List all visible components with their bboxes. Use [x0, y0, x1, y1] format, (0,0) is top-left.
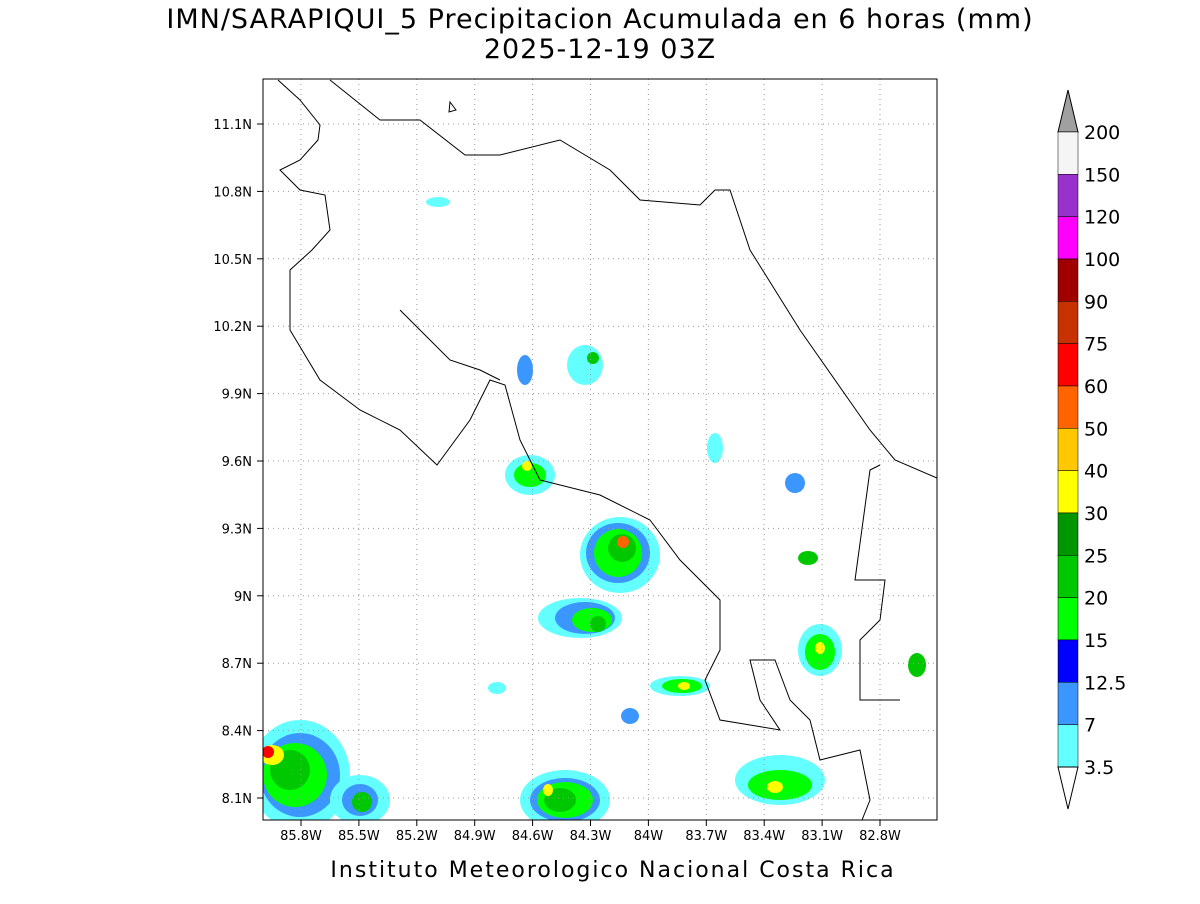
rain-cell — [330, 775, 390, 820]
rain-cell — [621, 708, 639, 724]
rain-cell — [488, 682, 506, 694]
colorbar-label: 30 — [1084, 503, 1108, 525]
colorbar-label: 20 — [1084, 588, 1108, 610]
colorbar-box — [1057, 428, 1079, 471]
colorbar-label: 15 — [1084, 630, 1108, 652]
colorbar-box — [1057, 343, 1079, 387]
rain-cell — [580, 517, 660, 593]
rain-cell — [735, 755, 825, 805]
lat-label: 10.2N — [213, 320, 252, 335]
coastline — [277, 79, 937, 820]
colorbar-box — [1057, 555, 1079, 598]
lat-label: 11.1N — [213, 118, 252, 133]
lon-label: 83.4W — [743, 829, 785, 844]
colorbar-label: 200 — [1084, 122, 1120, 144]
colorbar-label: 7 — [1084, 715, 1096, 737]
colorbar-box — [1057, 216, 1079, 260]
colorbar-box — [1057, 470, 1079, 514]
lat-label: 9N — [234, 590, 252, 605]
lon-label: 82.8W — [859, 829, 901, 844]
lat-label: 9.6N — [222, 455, 252, 470]
lat-label: 9.3N — [222, 522, 252, 537]
colorbar-box — [1057, 682, 1079, 725]
lon-label: 84W — [634, 829, 664, 844]
rain-cell — [798, 551, 818, 565]
lat-label: 8.7N — [222, 657, 252, 672]
rain-cell — [426, 197, 450, 207]
colorbar-label: 150 — [1084, 164, 1120, 186]
rain-cell — [263, 720, 350, 820]
rain-cell — [650, 676, 710, 696]
colorbar-box — [1057, 258, 1079, 302]
colorbar-label: 50 — [1084, 418, 1108, 440]
colorbar-box — [1057, 597, 1079, 641]
colorbar-label: 60 — [1084, 376, 1108, 398]
rain-cell — [707, 433, 723, 463]
lat-label: 10.5N — [213, 253, 252, 268]
colorbar-box — [1057, 512, 1079, 556]
precip-field — [263, 197, 926, 820]
lon-label: 85.8W — [280, 829, 322, 844]
lat-label: 8.4N — [222, 725, 252, 740]
colorbar-box — [1057, 724, 1079, 768]
colorbar-label: 25 — [1084, 545, 1108, 567]
colorbar-box — [1057, 174, 1079, 217]
colorbar-label: 90 — [1084, 291, 1108, 313]
rain-cell — [567, 345, 603, 385]
lon-label: 83.7W — [685, 829, 727, 844]
rain-cell — [908, 653, 926, 677]
colorbar-box — [1057, 131, 1079, 175]
lon-label: 85.2W — [396, 829, 438, 844]
rain-cell — [538, 598, 622, 638]
title: IMN/SARAPIQUI_5 Precipitacion Acumulada … — [166, 4, 1033, 35]
colorbar-label: 12.5 — [1084, 672, 1126, 694]
colorbar-box — [1057, 385, 1079, 429]
colorbar-under — [1057, 766, 1079, 810]
colorbar-label: 3.5 — [1084, 757, 1114, 779]
lat-label: 9.9N — [222, 388, 252, 403]
colorbar-box — [1057, 639, 1079, 683]
colorbar-over — [1057, 89, 1079, 133]
map-frame — [262, 78, 938, 821]
graticule: 85.8W 85.5W 85.2W 84.9W 84.6W 84.3W 84W 83.7W 83… — [213, 79, 937, 844]
lat-label: 8.1N — [222, 792, 252, 807]
rain-cell — [517, 355, 533, 385]
colorbar-label: 100 — [1084, 249, 1120, 271]
colorbar-label: 75 — [1084, 334, 1108, 356]
lon-label: 84.3W — [570, 829, 612, 844]
subtitle: 2025-12-19 03Z — [484, 34, 716, 65]
rain-cell — [505, 455, 555, 495]
colorbar: 200 150 120 100 90 75 60 50 40 30 25 20 15 12.5 7 3.5 — [1057, 89, 1126, 810]
lon-label: 85.5W — [338, 829, 380, 844]
lon-label: 84.6W — [512, 829, 554, 844]
rain-cell — [785, 473, 805, 493]
footer: Instituto Meteorologico Nacional Costa R… — [330, 858, 895, 883]
rain-cell — [520, 770, 610, 820]
colorbar-label: 40 — [1084, 461, 1108, 483]
lon-label: 84.9W — [454, 829, 496, 844]
lat-label: 10.8N — [213, 185, 252, 200]
colorbar-box — [1057, 301, 1079, 344]
lon-label: 83.1W — [801, 829, 843, 844]
colorbar-label: 120 — [1084, 207, 1120, 229]
rain-cell — [798, 624, 842, 676]
